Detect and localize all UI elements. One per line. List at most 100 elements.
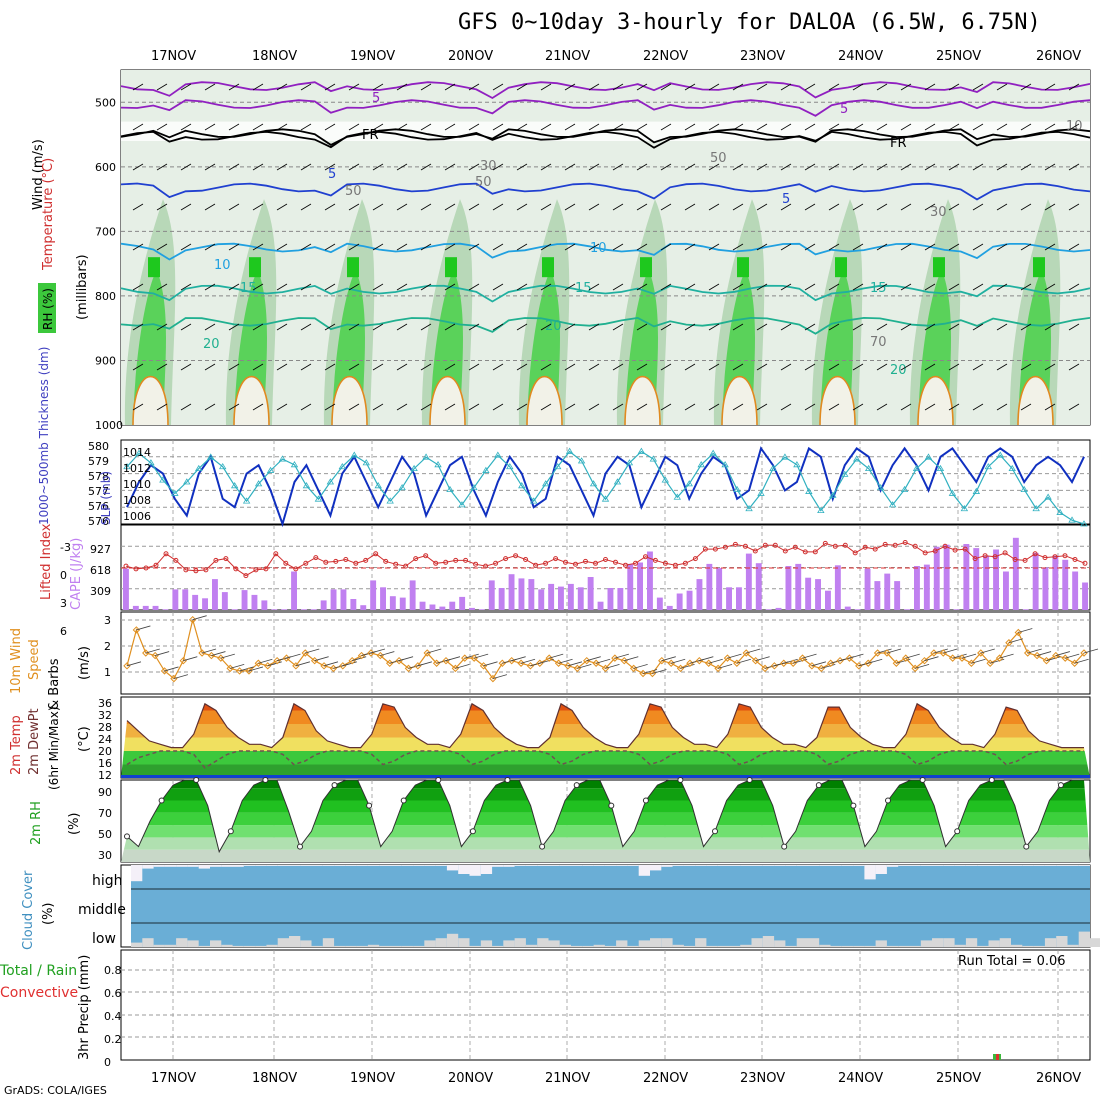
wind-barb: [828, 363, 840, 371]
lifted-index-marker: [473, 561, 479, 567]
surface-heat-contour: [917, 376, 954, 426]
wind10-marker: [451, 664, 460, 673]
wind-barb: [876, 403, 888, 411]
wind10-barb: [802, 653, 817, 659]
lifted-index-marker: [213, 557, 219, 563]
cloud-high-bar: [774, 865, 786, 866]
wind10-barb: [126, 661, 142, 667]
cape-bar: [736, 587, 742, 610]
lifted-index-marker: [623, 562, 628, 568]
cape-bar: [805, 577, 812, 610]
wind10-marker: [357, 651, 366, 660]
thickness-marker: [171, 489, 179, 496]
lifted-index-marker: [483, 563, 489, 569]
cape-bar: [785, 566, 792, 610]
wind10-barb: [267, 661, 282, 667]
wind-barb: [828, 123, 840, 131]
wind10-barb: [427, 648, 442, 654]
wind-barb: [756, 283, 768, 291]
wind10-barb: [971, 658, 986, 664]
wind-barb: [516, 203, 528, 211]
lifted-index-marker: [742, 543, 748, 549]
thickness-marker: [948, 489, 957, 496]
cloud-low-bar: [390, 945, 402, 947]
wind-barb: [348, 323, 360, 331]
wind-barb: [588, 403, 600, 411]
wind-barb: [540, 83, 552, 91]
rh-max-spot: [933, 257, 945, 278]
cloud-high-bar: [582, 865, 594, 866]
thickness-marker: [673, 493, 681, 500]
thickness-marker: [1080, 520, 1088, 527]
cape-bar: [528, 579, 535, 610]
wind-barb: [468, 403, 480, 411]
wind-barb: [972, 283, 984, 291]
wind10-barb: [1083, 648, 1099, 654]
contour-label: 10: [590, 241, 607, 256]
wind-barb: [660, 403, 672, 411]
wind-barb: [780, 123, 792, 131]
lifted-index-marker: [433, 560, 439, 566]
date-label-top: 25NOV: [936, 49, 981, 64]
lifted-index-marker: [822, 540, 828, 546]
wind10-barb: [1055, 651, 1070, 656]
contour-label: 10: [214, 258, 231, 273]
wind-barb: [636, 83, 648, 91]
wind-barb: [252, 403, 264, 411]
cloud-high-bar: [548, 865, 560, 866]
cape-bar: [923, 564, 930, 610]
wind-barb: [204, 323, 216, 331]
wind-barb: [228, 363, 240, 371]
cloud-high-bar: [571, 865, 583, 866]
thickness-tick: 576: [88, 515, 109, 528]
wind10-barb: [1074, 658, 1089, 664]
cloud-high-bar: [909, 865, 921, 866]
wind-barb: [228, 123, 240, 131]
wind-barb: [612, 363, 624, 371]
wind-barb: [420, 203, 432, 211]
lifted-index-marker: [1082, 560, 1088, 566]
wind-barb: [732, 283, 744, 291]
thickness-marker: [565, 447, 574, 454]
wind10-marker: [1014, 628, 1023, 637]
wind-barb: [492, 203, 504, 211]
lifted-index-marker: [243, 573, 249, 579]
rh-legend: RH (%): [41, 288, 55, 330]
wind10-marker: [470, 654, 478, 662]
wind10-marker: [123, 662, 131, 670]
lifted-index-marker: [922, 550, 928, 556]
wind-barb: [156, 283, 168, 291]
wind-barb: [228, 163, 240, 171]
contour-label: 30: [480, 159, 497, 174]
wind-barb: [564, 363, 576, 371]
cape-bar: [963, 544, 970, 610]
cloud-high-bar: [492, 865, 504, 867]
wind10-marker: [986, 659, 994, 667]
wind-barb: [588, 243, 600, 251]
wind-barb: [660, 163, 672, 171]
thickness-marker: [183, 478, 191, 485]
cloud-low-bar: [661, 938, 673, 947]
wind10-barb: [793, 658, 808, 664]
cloud-low-bar: [571, 945, 583, 947]
rh-marker: [608, 802, 615, 809]
thickness-marker: [924, 453, 933, 460]
cape-bar: [429, 604, 436, 610]
thickness-marker: [541, 480, 550, 487]
wind10-marker: [310, 656, 319, 665]
wind-barb: [972, 243, 984, 251]
wind-barb: [636, 283, 648, 291]
wind-barb: [252, 323, 264, 331]
cloud-high-bar: [650, 865, 662, 871]
wind10-barb: [605, 663, 620, 669]
lifted-index-marker: [263, 566, 269, 572]
lifted-index-marker: [353, 560, 359, 566]
thickness-marker: [1032, 504, 1040, 512]
cloud-label: (%): [41, 903, 56, 926]
cloud-low-bar: [650, 938, 662, 947]
thickness-marker: [386, 497, 394, 504]
wind10-marker: [817, 664, 826, 673]
cape-bar: [301, 609, 307, 610]
li-tick: 6: [60, 625, 67, 638]
wind-barb: [276, 363, 288, 371]
